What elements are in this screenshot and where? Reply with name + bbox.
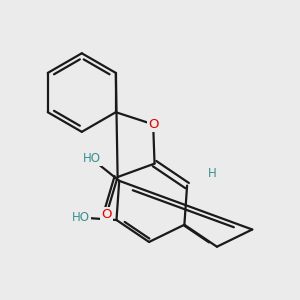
Text: O: O (148, 118, 158, 131)
Text: O: O (101, 208, 112, 221)
Text: HO: HO (82, 152, 100, 165)
Text: H: H (207, 167, 216, 180)
Text: HO: HO (72, 211, 90, 224)
